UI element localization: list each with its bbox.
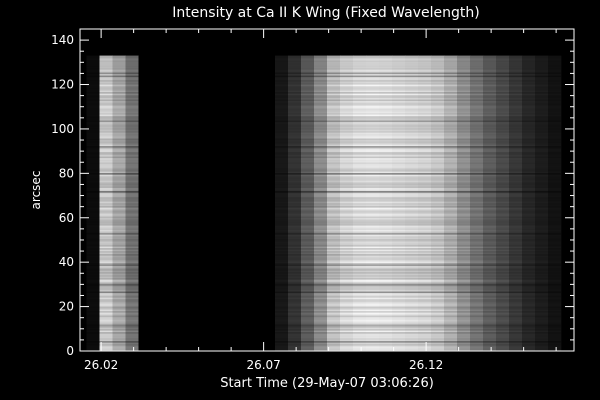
- heatmap-image: [86, 55, 562, 352]
- y-tick-label: 20: [59, 300, 74, 314]
- y-tick-label: 60: [59, 211, 74, 225]
- chart-title: Intensity at Ca II K Wing (Fixed Wavelen…: [172, 5, 479, 21]
- y-tick-label: 80: [59, 166, 74, 180]
- y-tick-label: 140: [51, 33, 74, 47]
- y-tick-label: 0: [66, 344, 74, 358]
- plot-frame: [79, 28, 575, 352]
- y-tick-label: 100: [51, 122, 74, 136]
- y-tick-label: 40: [59, 255, 74, 269]
- x-tick-label: 26.07: [246, 358, 280, 372]
- y-tick-label: 120: [51, 78, 74, 92]
- x-tick-label: 26.12: [409, 358, 443, 372]
- axis-ticks: 26.02 26.07 26.12 0 20 40 60 80 100 120 140: [51, 29, 574, 372]
- x-axis-label: Start Time (29-May-07 03:06:26): [220, 376, 434, 391]
- y-axis-label: arcsec: [29, 171, 43, 210]
- heatmap-row-texture: [86, 55, 561, 352]
- x-tick-label: 26.02: [84, 358, 118, 372]
